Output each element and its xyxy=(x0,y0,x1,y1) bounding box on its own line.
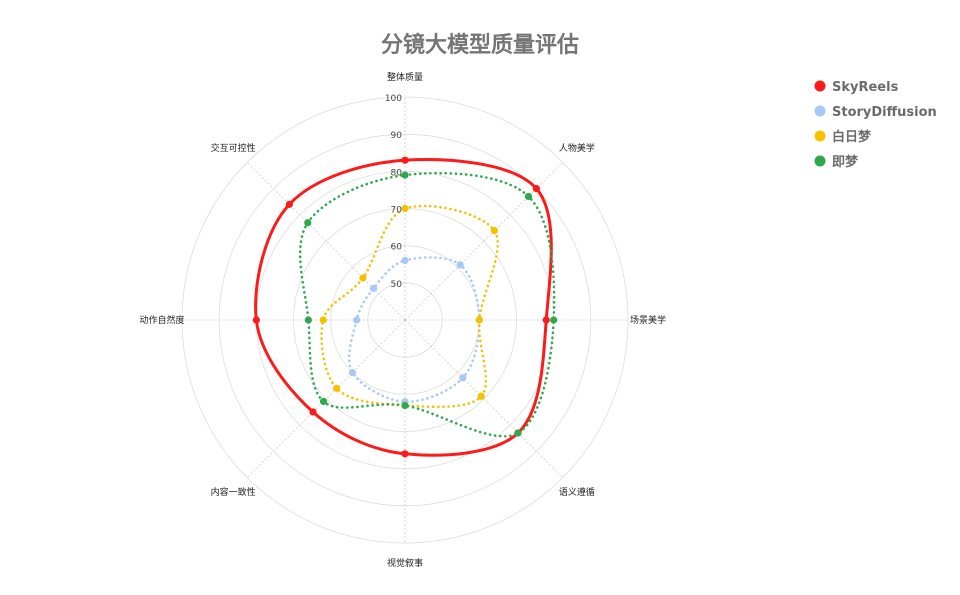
data-point xyxy=(550,316,558,324)
tick-label: 90 xyxy=(391,131,403,141)
radar-grid xyxy=(181,96,629,544)
data-point xyxy=(353,316,361,324)
data-point xyxy=(490,227,498,235)
data-point xyxy=(401,401,409,410)
tick-label: 100 xyxy=(385,94,402,104)
data-point xyxy=(348,368,357,377)
legend-label: SkyReels xyxy=(832,80,899,95)
data-point xyxy=(401,450,409,458)
chart-title: 分镜大模型质量评估 xyxy=(381,32,579,58)
data-point xyxy=(514,429,522,437)
tick-label: 80 xyxy=(391,168,403,178)
axis-label: 视觉叙事 xyxy=(387,557,423,569)
data-point xyxy=(401,171,409,179)
data-point xyxy=(524,192,533,201)
data-point xyxy=(459,374,467,382)
tick-labels: 50 60 70 80 90 100 xyxy=(385,94,402,290)
series-line xyxy=(298,171,556,438)
legend-marker xyxy=(814,130,826,142)
axis-label: 交互可控性 xyxy=(211,142,256,154)
data-point xyxy=(319,397,328,406)
tick-label: 60 xyxy=(391,243,403,253)
data-point xyxy=(475,316,483,324)
data-point xyxy=(359,274,367,282)
series-line xyxy=(320,204,500,409)
legend-marker xyxy=(814,105,826,117)
data-point xyxy=(401,256,409,265)
data-point xyxy=(285,200,293,208)
tick-label: 70 xyxy=(391,206,403,216)
series-group xyxy=(252,156,558,458)
data-point xyxy=(532,184,541,193)
data-point xyxy=(319,316,327,324)
series-line xyxy=(347,256,481,404)
axis-label: 动作自然度 xyxy=(139,314,184,326)
axis-label: 人物美学 xyxy=(559,142,595,154)
axis-label: 场景美学 xyxy=(630,314,666,326)
data-point xyxy=(304,219,312,227)
data-point xyxy=(542,316,550,324)
data-point xyxy=(401,204,409,213)
data-point xyxy=(477,392,485,400)
data-point xyxy=(456,261,464,269)
grid-spoke xyxy=(404,319,563,478)
legend-label: 白日梦 xyxy=(832,129,872,145)
axis-label: 内容一致性 xyxy=(211,486,256,498)
grid-spoke xyxy=(247,162,406,321)
data-point xyxy=(309,408,317,416)
grid-circle xyxy=(181,96,629,544)
legend-label: 即梦 xyxy=(832,154,859,170)
axis-label: 整体质量 xyxy=(387,71,423,83)
data-point xyxy=(369,284,378,293)
data-point xyxy=(333,384,341,392)
series-line xyxy=(254,158,553,457)
legend-marker xyxy=(814,80,826,92)
data-point xyxy=(252,316,260,324)
data-point xyxy=(304,316,312,324)
axis-label: 语义遵循 xyxy=(559,486,595,498)
tick-label: 50 xyxy=(391,280,403,290)
legend-label: StoryDiffusion xyxy=(832,105,937,120)
data-point xyxy=(401,156,409,164)
grid-spoke xyxy=(247,319,406,478)
legend-marker xyxy=(814,155,826,167)
